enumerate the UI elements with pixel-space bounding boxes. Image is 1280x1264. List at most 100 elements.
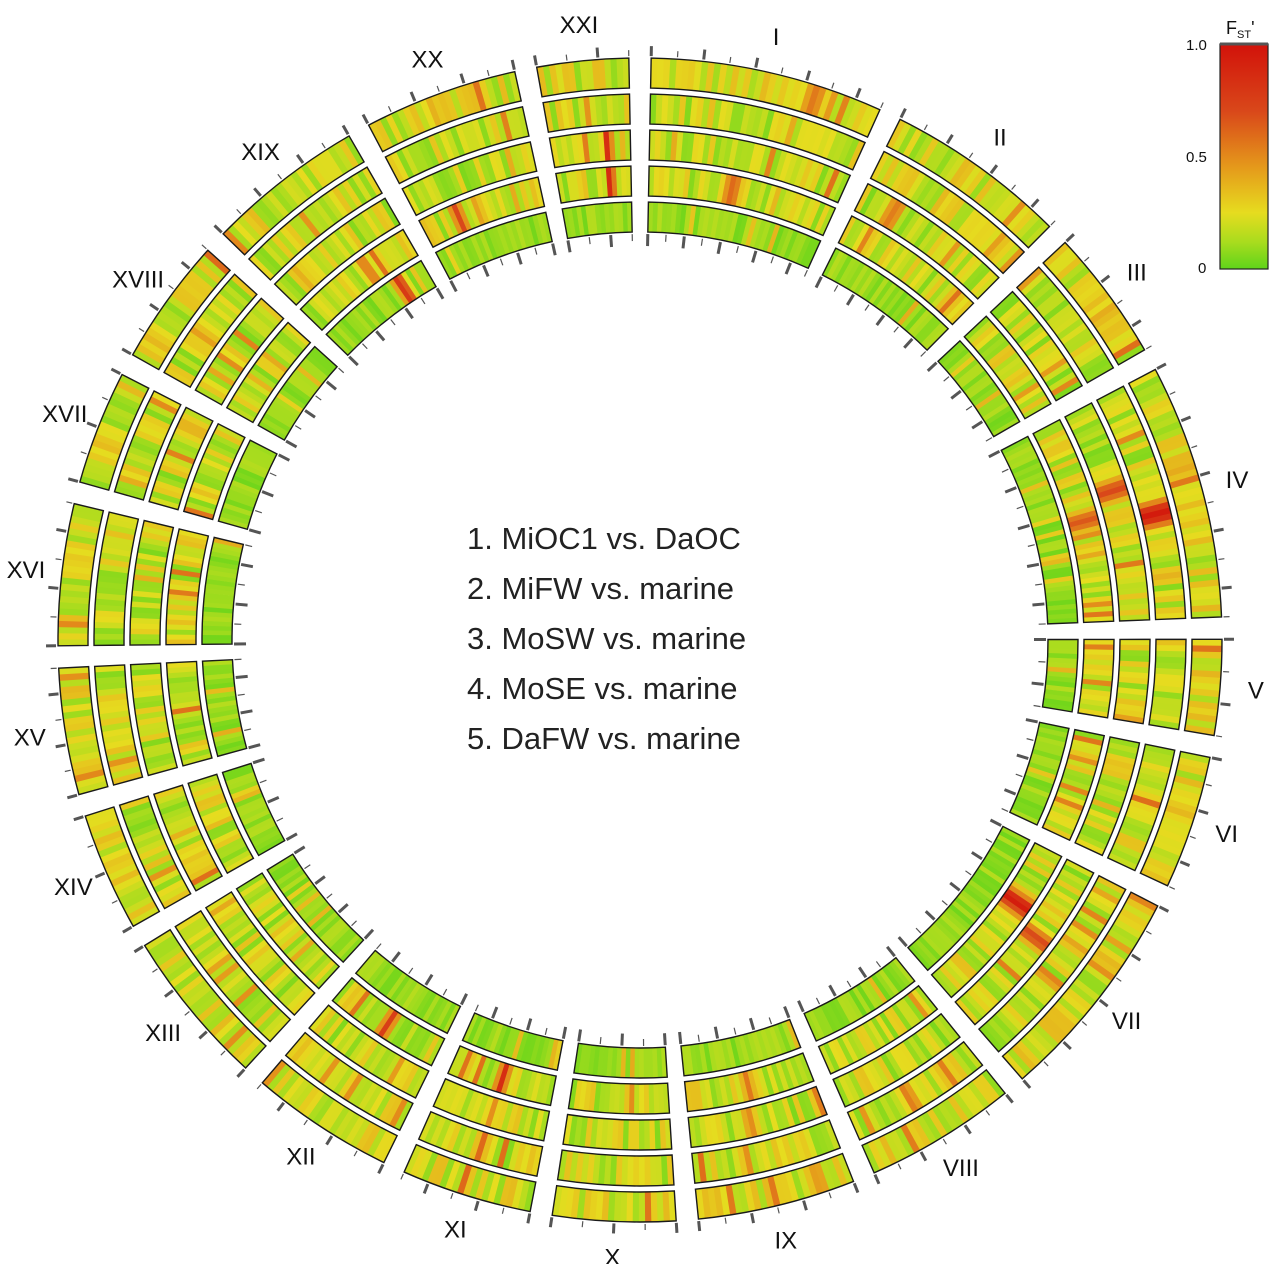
- fst-bin: [725, 1184, 737, 1216]
- fst-bin: [1011, 804, 1042, 821]
- fst-bin: [598, 1082, 606, 1113]
- fst-bin: [274, 229, 300, 257]
- chromosome-III: [926, 233, 1152, 442]
- fst-bin: [390, 111, 410, 142]
- fst-bin: [991, 1014, 1017, 1041]
- track-3-chromosome-XVI: [129, 519, 175, 646]
- fst-bin: [625, 166, 632, 197]
- fst-bin: [1123, 815, 1154, 832]
- fst-bin: [1027, 851, 1057, 871]
- fst-bin: [754, 1178, 768, 1210]
- fst-bin: [956, 208, 980, 237]
- fst-bin: [343, 314, 368, 340]
- fst-bin: [1047, 951, 1076, 975]
- fst-bin: [942, 244, 967, 271]
- fst-bin: [1079, 828, 1110, 846]
- fst-bin: [253, 897, 282, 919]
- fst-bin: [692, 169, 702, 200]
- inner-tick: [828, 984, 837, 997]
- track-border: [691, 1119, 842, 1185]
- fst-bin: [725, 1147, 737, 1179]
- outer-tick: [1189, 835, 1196, 839]
- fst-bin: [945, 295, 971, 322]
- fst-bin: [768, 148, 783, 180]
- fst-bin: [613, 130, 622, 161]
- fst-bin: [296, 945, 322, 971]
- fst-bin: [951, 1091, 975, 1121]
- fst-bin: [94, 615, 125, 624]
- track-5-chromosome-VII: [906, 825, 1031, 972]
- chromosome-XV: [48, 658, 261, 800]
- fst-bin: [938, 240, 962, 268]
- fst-bin: [945, 958, 971, 984]
- fst-bin: [765, 1101, 780, 1133]
- fst-bin: [793, 156, 810, 188]
- fst-bin: [425, 96, 443, 127]
- fst-bin: [437, 1080, 456, 1111]
- fst-bin: [941, 292, 967, 319]
- fst-bin: [69, 750, 101, 764]
- fst-bin: [1037, 428, 1067, 447]
- inner-tick: [845, 293, 855, 306]
- fst-bin: [402, 186, 422, 216]
- fst-bin: [1109, 333, 1139, 355]
- fst-bin: [1070, 276, 1099, 301]
- inner-tick: [561, 1026, 568, 1039]
- track-border: [403, 1143, 537, 1213]
- fst-bin: [1011, 1044, 1037, 1071]
- fst-bin: [656, 1191, 664, 1222]
- fst-bin: [269, 857, 298, 879]
- fst-bin: [736, 214, 749, 245]
- fst-bin: [181, 920, 210, 942]
- fst-bin: [1002, 950, 1030, 975]
- fst-bin: [626, 202, 633, 233]
- fst-bin: [359, 953, 383, 980]
- fst-bin: [503, 184, 518, 215]
- fst-bin: [346, 263, 370, 292]
- fst-bin: [567, 1115, 578, 1146]
- fst-bin: [271, 1067, 296, 1095]
- fst-bin: [991, 417, 1020, 437]
- chromosome-XVII: [67, 367, 291, 535]
- fst-bin: [833, 1077, 851, 1107]
- fst-bin: [168, 824, 199, 842]
- track-4-chromosome-XXI: [555, 165, 633, 204]
- fst-bin: [507, 1140, 521, 1172]
- fst-bin: [959, 165, 983, 194]
- fst-bin: [426, 174, 445, 204]
- fst-bin: [651, 1047, 658, 1078]
- fst-bin: [578, 1043, 588, 1075]
- inner-tick: [949, 881, 961, 892]
- track-3-chromosome-XXI: [548, 129, 632, 169]
- fst-bin: [969, 934, 996, 959]
- fst-bin: [284, 322, 311, 347]
- fst-bin: [1024, 1031, 1050, 1058]
- fst-bin: [87, 450, 118, 467]
- fst-bin: [537, 1110, 550, 1141]
- fst-bin: [269, 916, 296, 940]
- fst-bin: [175, 729, 207, 741]
- fst-bin: [594, 203, 603, 235]
- fst-bin: [563, 1187, 575, 1218]
- fst-bin: [746, 1069, 760, 1101]
- fst-bin: [890, 1003, 913, 1032]
- fst-bin: [112, 873, 143, 893]
- track-1-chromosome-VIII: [861, 1068, 1007, 1174]
- fst-bin: [156, 310, 185, 334]
- fst-bin: [734, 1109, 747, 1140]
- track-border: [257, 345, 339, 442]
- fst-bin: [1092, 306, 1122, 330]
- outer-tick: [164, 989, 174, 998]
- fst-bin: [59, 684, 91, 694]
- fst-bin: [168, 685, 199, 695]
- fst-bin: [311, 294, 337, 320]
- fst-bin: [1107, 928, 1137, 951]
- fst-bin: [173, 553, 204, 564]
- fst-bin: [461, 1051, 478, 1082]
- fst-bin: [235, 324, 264, 348]
- fst-bin: [701, 134, 712, 165]
- fst-bin: [840, 1033, 859, 1063]
- fst-bin: [211, 900, 240, 922]
- fst-bin: [768, 1025, 783, 1056]
- fst-bin: [380, 1053, 402, 1083]
